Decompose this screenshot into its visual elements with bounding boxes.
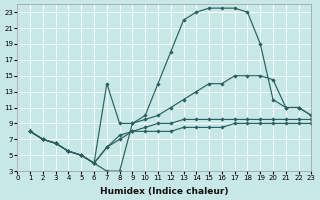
X-axis label: Humidex (Indice chaleur): Humidex (Indice chaleur) [100,187,228,196]
